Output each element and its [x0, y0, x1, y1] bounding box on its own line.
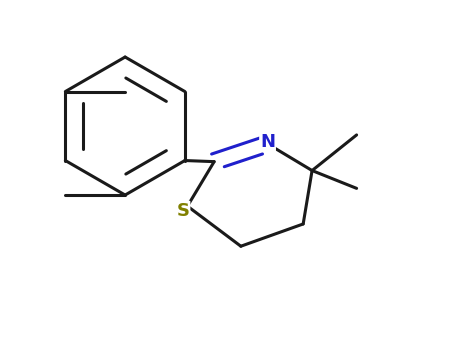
Text: N: N: [260, 133, 275, 150]
Text: S: S: [177, 202, 189, 219]
